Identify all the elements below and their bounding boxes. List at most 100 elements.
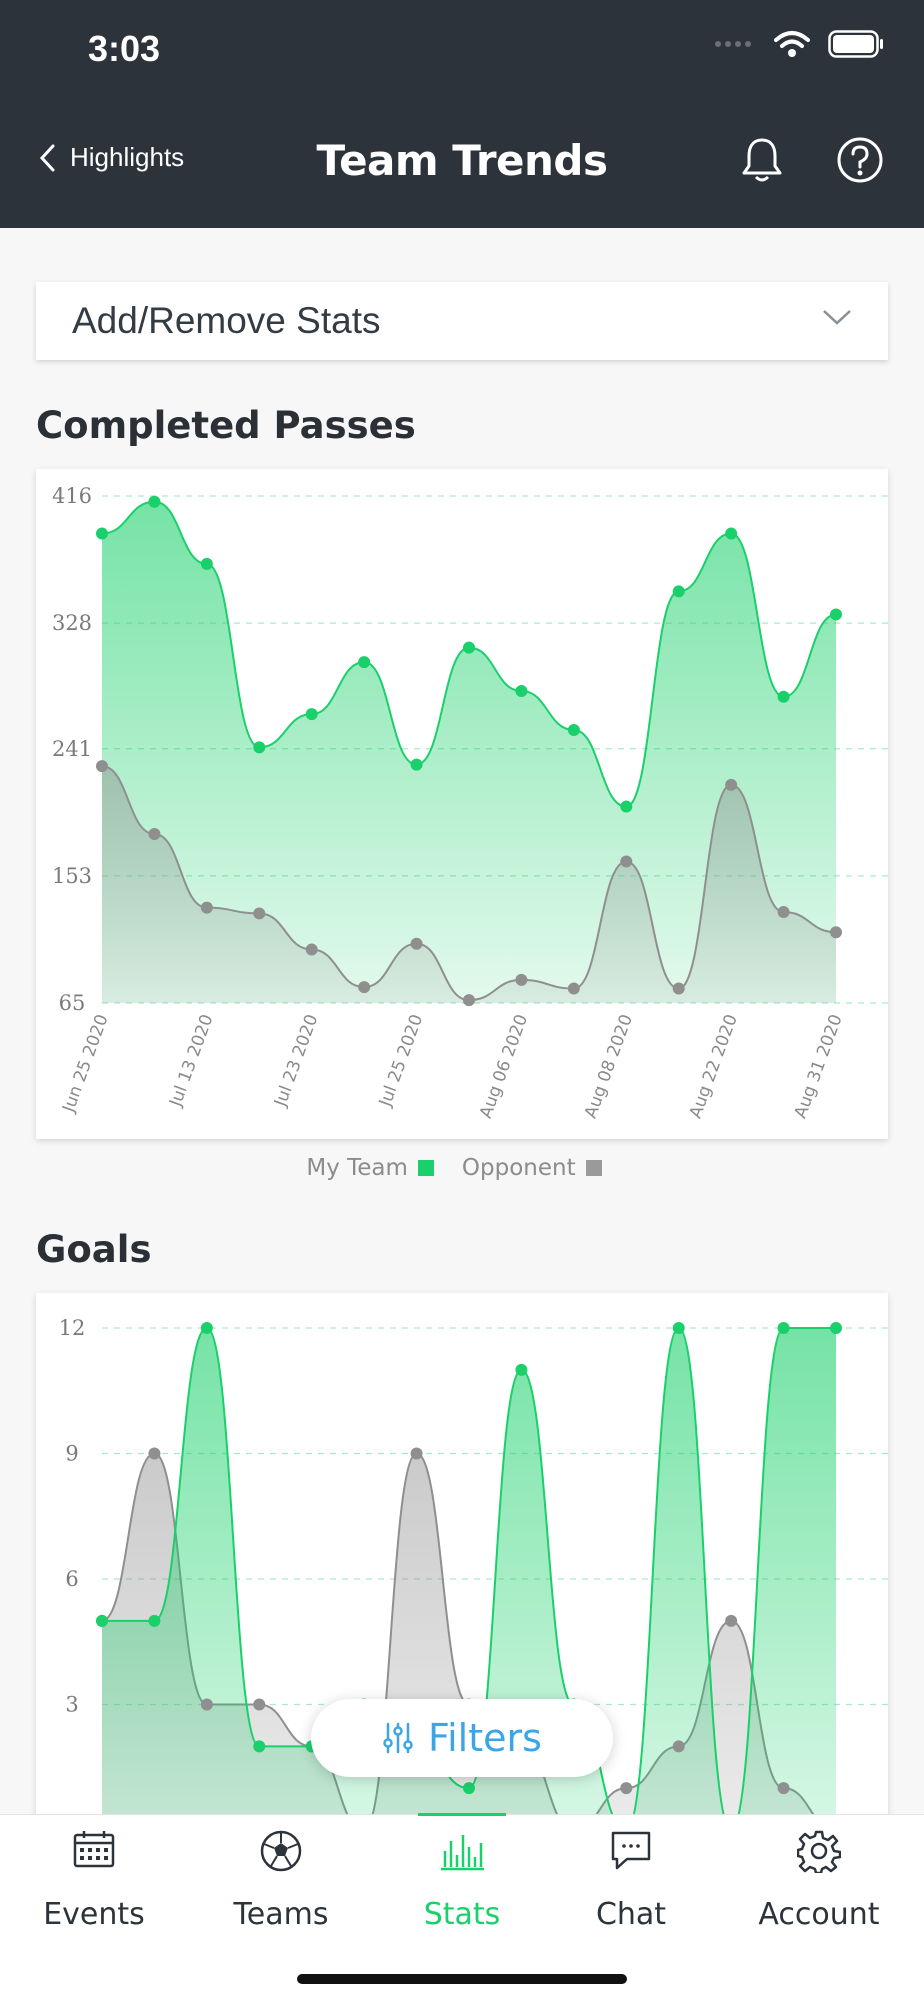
legend-my-team-swatch bbox=[417, 1160, 434, 1176]
chevron-left-icon bbox=[39, 144, 55, 171]
legend-opponent-swatch bbox=[585, 1160, 602, 1176]
my-team-point bbox=[515, 1363, 528, 1376]
dropdown-label: Add/Remove Stats bbox=[72, 300, 381, 341]
y-tick-label: 153 bbox=[52, 864, 92, 888]
x-tick-label: Jul 23 2020 bbox=[270, 1012, 322, 1110]
tab-stats[interactable]: Stats bbox=[370, 1815, 554, 1955]
filters-label: Filters bbox=[428, 1716, 542, 1760]
tab-events[interactable]: Events bbox=[2, 1815, 186, 1955]
x-tick-label: Aug 22 2020 bbox=[686, 1012, 742, 1121]
app-header: 3:03 Highlights Team Trends bbox=[0, 0, 924, 228]
my-team-point bbox=[305, 708, 318, 721]
my-team-point bbox=[253, 1740, 266, 1753]
tab-account[interactable]: Account bbox=[727, 1815, 911, 1955]
y-tick-label: 416 bbox=[52, 484, 92, 508]
opponent-point bbox=[96, 760, 108, 773]
my-team-point bbox=[96, 1614, 108, 1627]
opponent-point bbox=[148, 828, 161, 840]
opponent-line bbox=[101, 765, 837, 1002]
opponent-point bbox=[777, 906, 790, 918]
tab-bar: Events Teams bbox=[0, 1813, 924, 2001]
status-icons bbox=[714, 30, 884, 58]
y-tick-label: 9 bbox=[65, 1442, 78, 1466]
signal-icon bbox=[715, 41, 751, 47]
my-team-point bbox=[200, 1322, 213, 1334]
my-team-point bbox=[200, 557, 213, 570]
legend-my-team: My Team bbox=[306, 1155, 434, 1181]
opponent-point bbox=[725, 1614, 738, 1627]
my-team-point bbox=[620, 800, 633, 813]
opponent-point bbox=[463, 994, 475, 1007]
my-team-point bbox=[515, 685, 528, 697]
my-team-point bbox=[253, 741, 266, 754]
battery-icon bbox=[828, 30, 883, 58]
bar-chart-icon bbox=[441, 1835, 484, 1871]
y-tick-label: 12 bbox=[59, 1316, 86, 1340]
my-team-area bbox=[102, 501, 836, 1003]
my-team-point bbox=[777, 1322, 790, 1334]
y-tick-label: 6 bbox=[65, 1567, 78, 1591]
back-button[interactable]: Highlights bbox=[38, 142, 184, 173]
my-team-point bbox=[96, 527, 108, 540]
tab-chat[interactable]: Chat bbox=[539, 1815, 723, 1955]
y-tick-label: 3 bbox=[65, 1693, 78, 1717]
goals-section-title: Goals bbox=[36, 1228, 152, 1271]
legend-my-team-label: My Team bbox=[306, 1155, 408, 1181]
help-icon[interactable] bbox=[836, 136, 884, 184]
x-tick-label: Aug 31 2020 bbox=[791, 1012, 847, 1121]
tab-account-label: Account bbox=[758, 1897, 880, 1932]
passes-section-title: Completed Passes bbox=[36, 404, 416, 447]
my-team-point bbox=[672, 1322, 685, 1334]
opponent-point bbox=[200, 901, 213, 914]
my-team-point bbox=[830, 1322, 842, 1334]
opponent-point bbox=[200, 1698, 213, 1711]
opponent-point bbox=[358, 981, 371, 994]
page-title: Team Trends bbox=[316, 136, 608, 185]
my-team-point bbox=[148, 495, 161, 508]
calendar-icon bbox=[73, 1831, 115, 1868]
status-time: 3:03 bbox=[88, 28, 161, 69]
x-tick-label: Jul 13 2020 bbox=[166, 1012, 218, 1110]
tab-events-label: Events bbox=[43, 1897, 145, 1932]
gear-icon bbox=[797, 1830, 841, 1873]
my-team-point bbox=[358, 656, 371, 669]
opponent-point bbox=[620, 1782, 633, 1795]
sliders-icon bbox=[383, 1722, 413, 1754]
my-team-point bbox=[725, 527, 738, 540]
my-team-point bbox=[567, 724, 580, 736]
my-team-area bbox=[102, 1328, 836, 1853]
x-tick-label: Jun 25 2020 bbox=[59, 1012, 113, 1116]
x-tick-label: Aug 08 2020 bbox=[581, 1012, 637, 1121]
legend-opponent: Opponent bbox=[462, 1155, 602, 1181]
active-tab-indicator bbox=[418, 1813, 506, 1816]
my-team-point bbox=[672, 585, 685, 598]
opponent-area bbox=[102, 766, 836, 1003]
wifi-icon bbox=[774, 31, 810, 57]
opponent-point bbox=[567, 982, 580, 995]
x-tick-label: Jul 25 2020 bbox=[375, 1012, 427, 1110]
bell-icon[interactable] bbox=[740, 136, 784, 184]
opponent-point bbox=[620, 855, 633, 868]
opponent-point bbox=[253, 907, 266, 920]
chat-bubble-icon bbox=[611, 1831, 651, 1870]
opponent-point bbox=[515, 973, 528, 986]
y-tick-label: 65 bbox=[59, 991, 86, 1015]
passes-chart: 416 328 241 153 65 Jun 25 2020 Jul 13 2020 Jul … bbox=[36, 469, 888, 1139]
tab-chat-label: Chat bbox=[595, 1897, 667, 1932]
legend-opponent-label: Opponent bbox=[461, 1155, 576, 1181]
tab-stats-label: Stats bbox=[423, 1897, 501, 1932]
y-tick-label: 241 bbox=[52, 737, 92, 761]
opponent-point bbox=[777, 1782, 790, 1795]
opponent-point bbox=[672, 1740, 685, 1753]
opponent-point bbox=[725, 778, 738, 791]
tab-teams[interactable]: Teams bbox=[189, 1815, 373, 1955]
my-team-point bbox=[463, 641, 475, 654]
opponent-point bbox=[672, 982, 685, 995]
opponent-point bbox=[410, 937, 423, 950]
chevron-down-icon bbox=[823, 310, 851, 325]
add-remove-stats-dropdown[interactable]: Add/Remove Stats bbox=[36, 282, 888, 360]
opponent-point bbox=[148, 1447, 161, 1460]
soccer-ball-icon bbox=[260, 1830, 302, 1872]
tab-teams-label: Teams bbox=[233, 1897, 329, 1932]
filters-button[interactable]: Filters bbox=[311, 1699, 613, 1777]
